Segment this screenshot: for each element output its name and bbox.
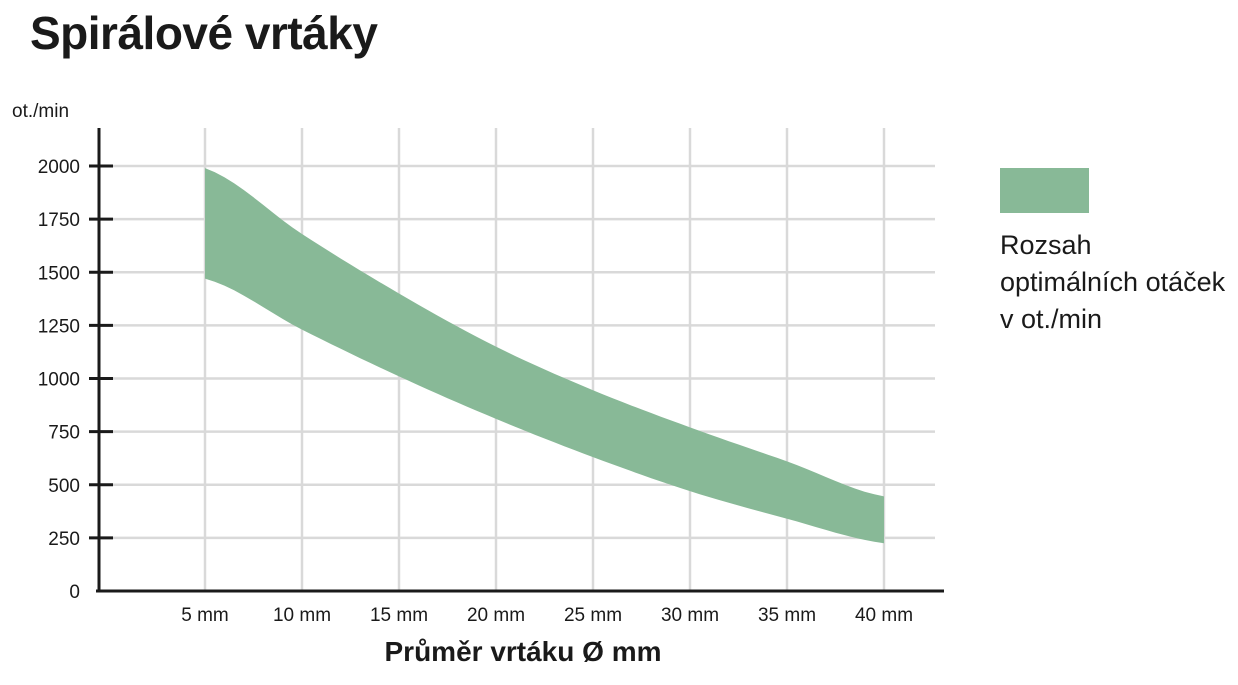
legend: Rozsah optimálních otáček v ot./min (1000, 168, 1235, 338)
legend-label: Rozsah optimálních otáček v ot./min (1000, 230, 1226, 334)
x-tick-label: 15 mm (370, 605, 428, 626)
y-tick-label: 2000 (38, 157, 80, 178)
x-tick-label: 10 mm (273, 605, 331, 626)
y-axis-label: ot./min (12, 101, 69, 122)
y-tick-label: 1500 (38, 263, 80, 284)
y-tick-label: 250 (48, 529, 80, 550)
chart-title: Spirálové vrtáky (30, 7, 378, 59)
y-tick-label: 750 (48, 423, 80, 444)
x-tick-label: 25 mm (564, 605, 622, 626)
x-tick-label: 40 mm (855, 605, 913, 626)
x-tick-label: 20 mm (467, 605, 525, 626)
legend-swatch (1000, 168, 1089, 213)
y-tick-label: 500 (48, 476, 80, 497)
x-tick-label: 30 mm (661, 605, 719, 626)
y-tick-label: 0 (69, 582, 80, 603)
axes (89, 128, 944, 593)
x-tick-label: 5 mm (181, 605, 229, 626)
y-tick-label: 1750 (38, 210, 80, 231)
x-axis-label: Průměr vrtáku Ø mm (385, 636, 662, 667)
y-tick-label: 1000 (38, 370, 80, 391)
speed-range-band-layer (205, 168, 884, 544)
tick-labels: 0 250 500 750 1000 1250 1500 1750 2000 5 mm 10 mm 1… (12, 101, 913, 667)
y-tick-label: 1250 (38, 316, 80, 337)
x-tick-label: 35 mm (758, 605, 816, 626)
speed-range-band (205, 168, 884, 544)
